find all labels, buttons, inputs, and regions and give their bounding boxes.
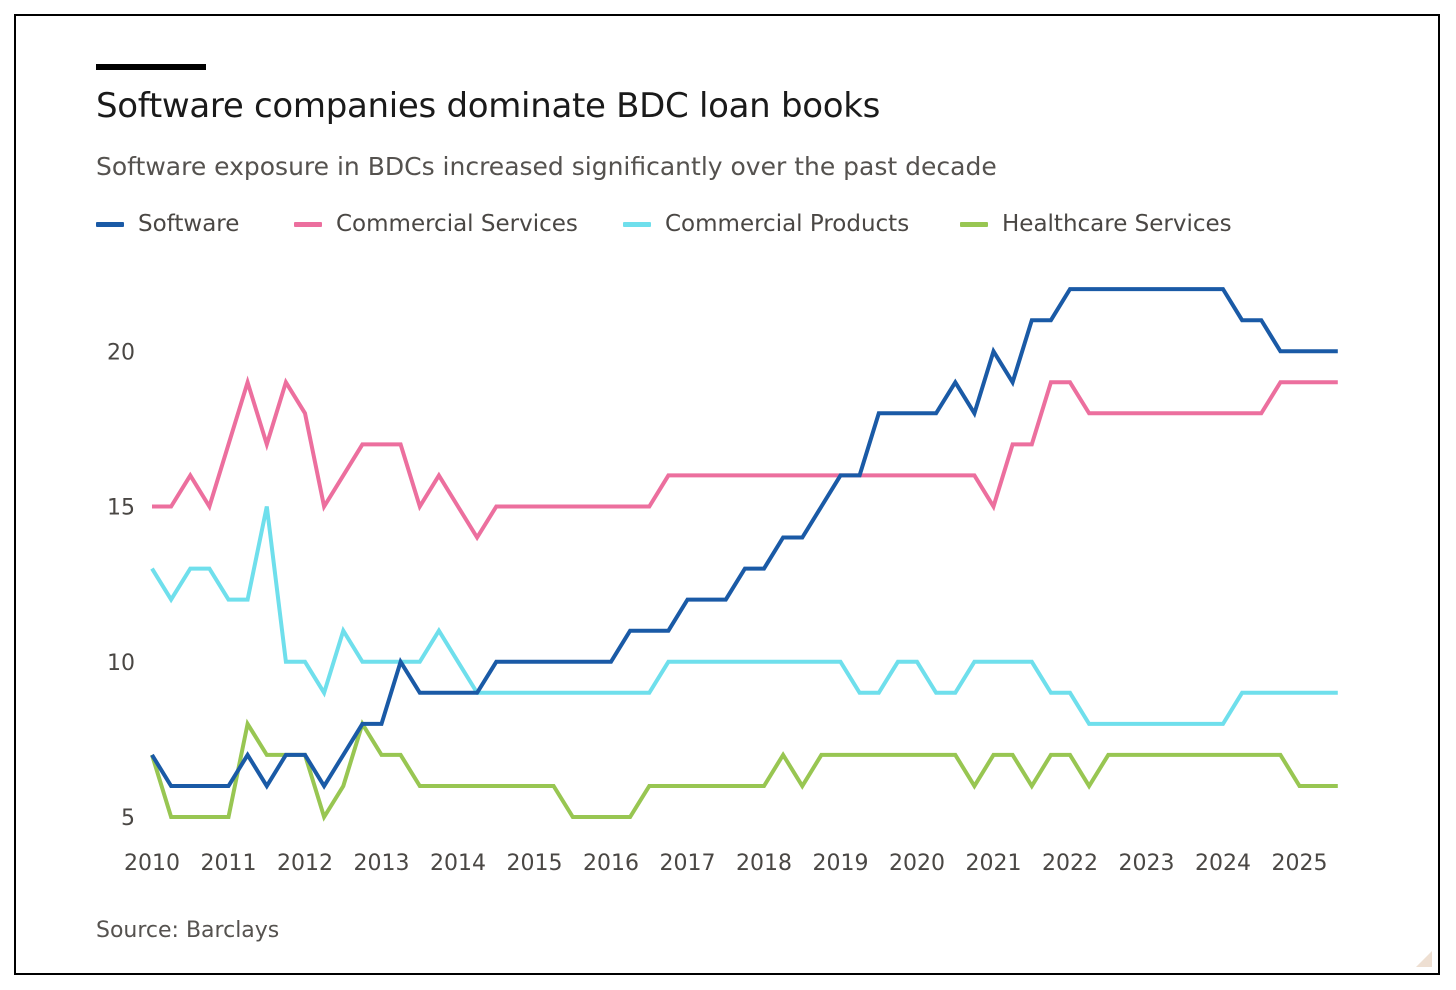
y-tick-label: 20 (107, 340, 135, 365)
legend-swatch-commercial-services (294, 221, 322, 227)
legend-item-healthcare-services: Healthcare Services (960, 211, 1232, 237)
x-tick-label: 2015 (507, 851, 563, 876)
chart-subtitle: Software exposure in BDCs increased sign… (96, 152, 997, 181)
legend-label-commercial-services: Commercial Services (336, 211, 578, 237)
y-tick-label: 15 (107, 496, 135, 521)
x-tick-label: 2017 (660, 851, 716, 876)
legend-label-software: Software (138, 211, 240, 237)
legend-swatch-healthcare-services (960, 221, 988, 227)
legend-item-software: Software (96, 211, 239, 237)
legend-label-healthcare-services: Healthcare Services (1002, 211, 1232, 237)
series-line-software (150, 287, 1338, 790)
legend-swatch-commercial-products (623, 221, 651, 227)
x-tick-label: 2011 (201, 851, 257, 876)
x-tick-label: 2014 (430, 851, 486, 876)
x-tick-label: 2022 (1042, 851, 1098, 876)
legend-swatch-software (96, 221, 124, 227)
series-line-commercial-services (152, 375, 1338, 542)
x-tick-label: 2024 (1195, 851, 1251, 876)
x-tick-label: 2023 (1119, 851, 1175, 876)
x-tick-label: 2012 (277, 851, 333, 876)
legend-item-commercial-services: Commercial Services (294, 211, 578, 237)
chart-frame: Software companies dominate BDC loan boo… (14, 14, 1440, 975)
x-tick-label: 2019 (813, 851, 869, 876)
x-tick-label: 2018 (736, 851, 792, 876)
x-tick-label: 2025 (1272, 851, 1328, 876)
x-tick-label: 2020 (889, 851, 945, 876)
y-tick-label: 10 (107, 651, 135, 676)
x-tick-label: 2016 (583, 851, 639, 876)
x-tick-label: 2021 (966, 851, 1022, 876)
legend-item-commercial-products: Commercial Products (623, 211, 909, 237)
x-tick-label: 2013 (354, 851, 410, 876)
legend-label-commercial-products: Commercial Products (665, 211, 910, 237)
chart-title: Software companies dominate BDC loan boo… (96, 86, 881, 126)
series-line-healthcare-services (150, 718, 1338, 822)
series-line-commercial-products (150, 506, 1338, 726)
y-tick-label: 5 (121, 806, 135, 831)
chart-legend: Software Commercial Services Commercial … (96, 211, 1396, 241)
title-accent-bar (96, 64, 206, 70)
x-tick-label: 2010 (124, 851, 180, 876)
page-curl-corner (1416, 951, 1432, 967)
source-note: Source: Barclays (96, 918, 280, 943)
